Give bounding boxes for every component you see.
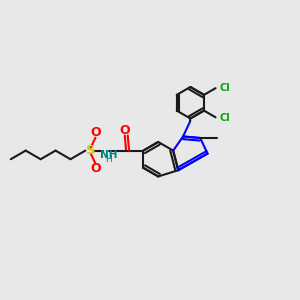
Text: H: H	[105, 155, 112, 164]
Text: Cl: Cl	[219, 113, 230, 123]
Text: O: O	[91, 126, 101, 140]
Text: NH: NH	[100, 150, 117, 160]
Text: O: O	[91, 162, 101, 175]
Text: Cl: Cl	[219, 82, 230, 93]
Text: O: O	[119, 124, 130, 137]
Text: S: S	[86, 144, 96, 157]
